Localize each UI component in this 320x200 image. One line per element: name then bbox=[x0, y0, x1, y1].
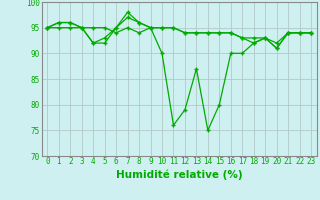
X-axis label: Humidité relative (%): Humidité relative (%) bbox=[116, 169, 243, 180]
